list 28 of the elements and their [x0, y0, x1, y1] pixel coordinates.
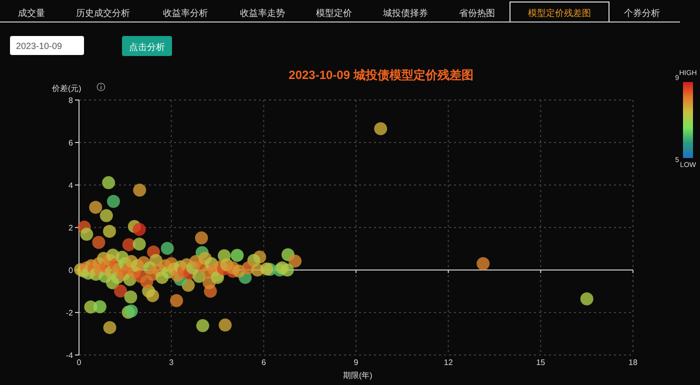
text: 模型定价	[316, 8, 352, 18]
text: 城投债择券	[382, 8, 428, 18]
text: 2023-10-09	[16, 41, 62, 51]
text: 个券分析	[624, 8, 660, 18]
x-axis-title: 期限(年)	[343, 371, 373, 380]
text: 成交量	[18, 8, 45, 18]
x-tick-label: 9	[354, 358, 359, 367]
y-tick-label: 0	[68, 266, 74, 275]
text: 收益率走势	[240, 8, 285, 18]
y-tick-label: 2	[68, 224, 74, 232]
y-tick-label: 6	[68, 138, 74, 148]
chart-title: 2023-10-09 城投债模型定价残差图	[288, 68, 474, 82]
y-tick-label: 4	[68, 181, 74, 190]
x-tick-label: 3	[169, 358, 174, 367]
x-tick-label: 6	[261, 358, 266, 367]
x-tick-label: 18	[628, 358, 638, 367]
y-tick-label: 8	[68, 96, 74, 105]
x-tick-label: 15	[536, 358, 546, 367]
y-tick-label: -4	[66, 351, 74, 360]
x-tick-label: 12	[444, 358, 454, 367]
y-tick-label: -2	[66, 308, 74, 318]
text: 收益率分析	[163, 8, 208, 18]
text: 历史成交分析	[76, 8, 130, 18]
y-axis-title: 价差(元)	[51, 84, 82, 93]
text: 点击分析	[129, 42, 165, 52]
text: 省份热图	[459, 8, 495, 18]
text: 模型定价残差图	[528, 8, 591, 18]
x-tick-label: 0	[76, 358, 82, 367]
